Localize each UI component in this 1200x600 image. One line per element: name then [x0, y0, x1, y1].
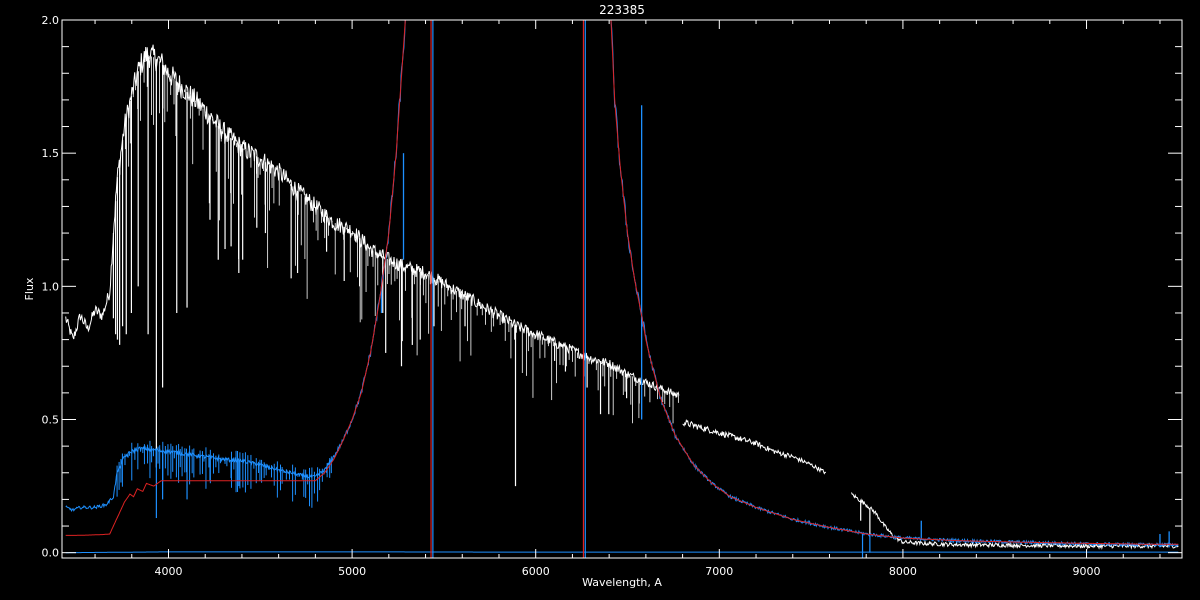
series-line [65, 551, 1179, 554]
x-tick-label: 5000 [338, 565, 366, 578]
series-1 [65, 19, 1179, 558]
chart-title: 223385 [599, 3, 645, 17]
y-tick-label: 1.5 [42, 147, 60, 160]
y-tick-label: 2.0 [42, 14, 60, 27]
series-line [65, 19, 406, 536]
x-tick-label: 9000 [1073, 565, 1101, 578]
series-layer [65, 19, 1179, 558]
ticks-layer: 4000 5000 6000 7000 8000 9000 0.0 0.5 1.0 1.5 2.0 [42, 14, 1182, 578]
series-line [610, 19, 1179, 545]
y-axis-title: Flux [23, 277, 36, 300]
series-line [65, 44, 680, 398]
x-tick-label: 8000 [889, 565, 917, 578]
x-tick-label: 4000 [154, 565, 182, 578]
x-tick-label: 6000 [522, 565, 550, 578]
y-tick-label: 1.0 [42, 280, 60, 293]
axes-frame [61, 19, 1183, 559]
series-0 [65, 44, 1179, 550]
series-2 [65, 19, 1179, 558]
x-tick-label: 7000 [705, 565, 733, 578]
x-axis-title: Wavelength, A [582, 576, 662, 589]
y-tick-label: 0.5 [42, 414, 60, 427]
series-line [682, 419, 827, 475]
y-tick-label: 0.0 [42, 547, 60, 560]
